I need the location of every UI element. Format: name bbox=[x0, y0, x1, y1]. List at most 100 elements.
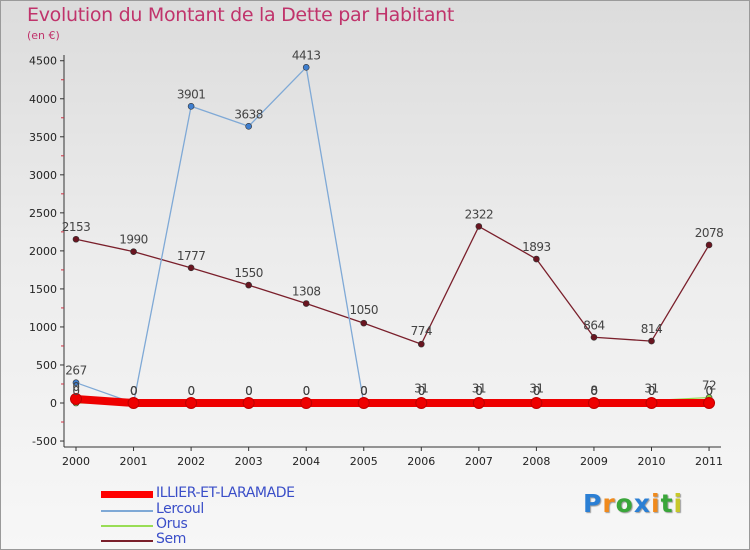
data-point-illier-et-laramade bbox=[70, 392, 82, 405]
legend-swatch-orus bbox=[101, 525, 153, 527]
chart-title: Evolution du Montant de la Dette par Hab… bbox=[27, 4, 455, 26]
data-label-lercoul: 4413 bbox=[292, 48, 321, 62]
x-tick-label: 2009 bbox=[580, 455, 608, 468]
data-point-sem bbox=[245, 281, 252, 289]
data-point-sem bbox=[187, 264, 195, 272]
data-point-sem bbox=[475, 223, 483, 230]
chart-unit-label: (en €) bbox=[27, 29, 60, 42]
data-point-illier-et-laramade bbox=[300, 397, 313, 409]
data-label-illier-et-laramade: 0 bbox=[590, 384, 597, 398]
x-tick-label: 2007 bbox=[465, 455, 493, 468]
data-point-sem bbox=[648, 337, 655, 345]
data-point-illier-et-laramade bbox=[127, 397, 140, 409]
data-label-orus: 0 bbox=[303, 384, 310, 398]
data-point-sem bbox=[360, 319, 368, 327]
chart-series-layer bbox=[70, 64, 716, 409]
y-tick-label: 1000 bbox=[29, 321, 57, 334]
data-label-illier-et-laramade: 0 bbox=[188, 384, 195, 398]
proxiti-logo: Proxiti bbox=[583, 489, 683, 518]
data-point-illier-et-laramade bbox=[472, 397, 485, 409]
x-tick-label: 2002 bbox=[177, 455, 205, 468]
y-tick-label: -500 bbox=[32, 435, 57, 448]
legend-swatch-lercoul bbox=[101, 510, 153, 512]
data-label-sem: 774 bbox=[411, 324, 432, 338]
data-point-illier-et-laramade bbox=[242, 397, 255, 409]
chart-axes: -500 0 500 1000 1500 2000 2500 3000 3500 4000 4500… bbox=[29, 55, 723, 468]
x-tick-label: 2005 bbox=[350, 455, 378, 468]
data-label-illier-et-laramade: 0 bbox=[72, 380, 79, 394]
data-label-illier-et-laramade: 0 bbox=[475, 384, 482, 398]
data-label-illier-et-laramade: 0 bbox=[648, 384, 655, 398]
proxiti-logo-letter: x bbox=[633, 489, 651, 518]
series-line-sem bbox=[75, 225, 710, 345]
x-tick-label: 2008 bbox=[522, 455, 550, 468]
data-label-illier-et-laramade: 0 bbox=[130, 384, 137, 398]
data-label-lercoul: 3638 bbox=[234, 107, 263, 121]
x-tick-label: 2010 bbox=[638, 455, 666, 468]
data-label-lercoul: 3901 bbox=[177, 87, 206, 101]
data-point-sem bbox=[130, 248, 137, 255]
data-point-lercoul bbox=[245, 122, 252, 130]
data-label-lercoul: 0 bbox=[130, 384, 137, 398]
data-label-lercoul: 0 bbox=[475, 384, 482, 398]
x-tick-label: 2004 bbox=[292, 455, 320, 468]
series-illier-et-laramade bbox=[70, 392, 716, 409]
data-point-illier-et-laramade bbox=[703, 397, 716, 409]
legend-label-orus: Orus bbox=[156, 516, 188, 532]
data-label-sem: 2078 bbox=[695, 226, 724, 240]
y-tick-label: 2500 bbox=[29, 207, 57, 220]
legend-label-lercoul: Lercoul bbox=[156, 501, 204, 517]
series-line-illier-et-laramade bbox=[72, 394, 714, 407]
data-label-orus: 0 bbox=[72, 384, 79, 398]
y-tick-label: 0 bbox=[50, 397, 57, 410]
y-tick-label: 4000 bbox=[29, 93, 57, 106]
data-label-lercoul: 0 bbox=[360, 384, 367, 398]
data-label-orus: 31 bbox=[529, 382, 543, 396]
data-label-sem: 864 bbox=[583, 318, 604, 332]
data-label-sem: 1893 bbox=[522, 240, 551, 254]
y-tick-label: 1500 bbox=[29, 283, 57, 296]
x-tick-label: 2011 bbox=[695, 455, 723, 468]
data-label-orus: 0 bbox=[360, 384, 367, 398]
data-label-orus: 31 bbox=[644, 382, 658, 396]
data-label-lercoul: 267 bbox=[65, 364, 86, 378]
data-point-lercoul bbox=[72, 379, 80, 386]
data-point-sem bbox=[705, 241, 713, 249]
data-label-illier-et-laramade: 0 bbox=[533, 384, 540, 398]
y-tick-label: 3000 bbox=[29, 169, 57, 182]
data-label-orus: 8 bbox=[590, 383, 597, 397]
proxiti-logo-letter: t bbox=[660, 489, 674, 518]
data-point-lercoul bbox=[187, 102, 195, 110]
legend-label-sem: Sem bbox=[156, 531, 186, 547]
data-label-orus: 31 bbox=[472, 382, 486, 396]
series-sem bbox=[72, 223, 713, 348]
data-point-sem bbox=[590, 333, 598, 341]
x-tick-label: 2003 bbox=[235, 455, 263, 468]
y-tick-label: 3500 bbox=[29, 131, 57, 144]
legend-swatch-sem bbox=[101, 540, 153, 542]
data-label-sem: 1990 bbox=[119, 233, 148, 247]
data-label-sem: 2322 bbox=[465, 207, 494, 221]
data-label-lercoul: 0 bbox=[533, 384, 540, 398]
chart-data-labels: 2153 1990 1777 1550 1308 1050 774 2322 1893 864 81… bbox=[62, 48, 724, 398]
y-tick-label: 2000 bbox=[29, 245, 57, 258]
data-label-lercoul: 0 bbox=[648, 384, 655, 398]
data-point-illier-et-laramade bbox=[185, 397, 198, 409]
proxiti-logo-letter: P bbox=[583, 489, 603, 518]
data-label-orus: 0 bbox=[130, 384, 137, 398]
data-point-illier-et-laramade bbox=[645, 397, 658, 409]
y-tick-label: 500 bbox=[36, 359, 57, 372]
data-label-illier-et-laramade: 0 bbox=[303, 384, 310, 398]
series-lercoul bbox=[72, 64, 713, 407]
data-point-illier-et-laramade bbox=[415, 397, 428, 409]
x-tick-label: 2006 bbox=[407, 455, 435, 468]
data-label-sem: 814 bbox=[641, 322, 662, 336]
data-label-sem: 1777 bbox=[177, 249, 206, 263]
proxiti-logo-letter: i bbox=[651, 489, 661, 518]
y-tick-label: 4500 bbox=[29, 55, 57, 68]
data-label-orus: 0 bbox=[188, 384, 195, 398]
x-tick-label: 2001 bbox=[120, 455, 148, 468]
data-label-illier-et-laramade: 0 bbox=[360, 384, 367, 398]
